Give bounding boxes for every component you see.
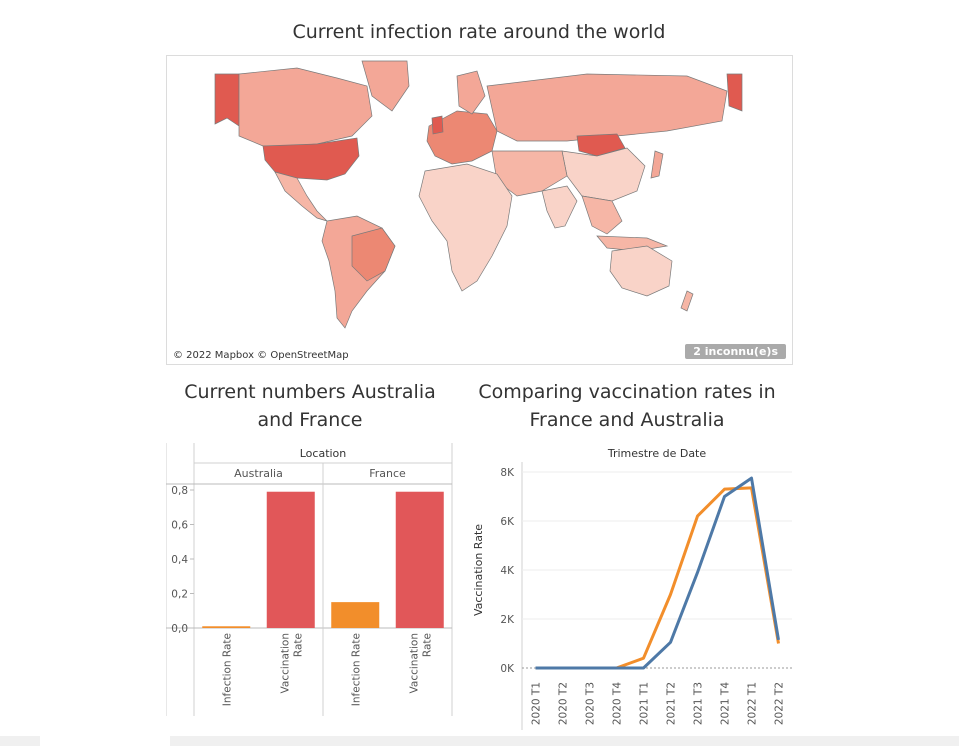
world-map-canvas[interactable] xyxy=(167,56,792,364)
country-uk xyxy=(431,115,444,135)
line-y-tick-label: 2K xyxy=(500,614,515,626)
country-australia xyxy=(609,245,673,297)
bar-y-tick-label: 0,4 xyxy=(171,554,188,566)
bar-chart-title: Current numbers Australia and France xyxy=(184,381,436,431)
country-usa xyxy=(262,137,360,181)
bar-y-tick-label: 0,6 xyxy=(171,520,188,532)
bar-y-tick-label: 0,8 xyxy=(171,485,188,497)
country-scandinavia xyxy=(456,70,486,115)
country-greenland xyxy=(361,60,410,112)
line-y-axis-label: Vaccination Rate xyxy=(472,524,485,616)
bar-header-label: Location xyxy=(300,447,347,460)
bar[interactable] xyxy=(266,491,315,628)
line-x-tick-label: 2022 T2 xyxy=(774,682,786,725)
line-header-label: Trimestre de Date xyxy=(607,447,707,460)
bar[interactable] xyxy=(331,602,380,628)
bar-chart[interactable]: Location Australia Infection Rate Vaccinati… xyxy=(166,440,456,720)
country-alaska xyxy=(214,73,240,127)
bottom-strip xyxy=(0,736,959,746)
line-x-tick-label: 2020 T4 xyxy=(612,682,624,725)
unknown-badge[interactable]: 2 inconnu(e)s xyxy=(685,344,786,359)
bar-y-tick-label: 0,2 xyxy=(171,589,188,601)
line-x-tick-label: 2022 T1 xyxy=(747,682,759,725)
bar-y-tick-label: 0,0 xyxy=(171,623,188,635)
line-chart[interactable]: Trimestre de Date 0K 2K 4K 6K 8K Vaccination R… xyxy=(462,440,797,730)
country-chukotka xyxy=(726,73,743,112)
line-y-tick-label: 4K xyxy=(500,565,515,577)
country-china xyxy=(561,147,646,202)
bottom-tab[interactable] xyxy=(40,736,170,746)
country-canada xyxy=(238,67,373,147)
line-x-tick-label: 2021 T3 xyxy=(693,682,705,725)
line-x-tick-label: 2021 T4 xyxy=(720,682,732,725)
bar-category-label: VaccinationRate xyxy=(408,633,433,693)
line-chart-title: Comparing vaccination rates in France an… xyxy=(478,381,776,431)
country-southeast-asia xyxy=(581,195,623,235)
country-india xyxy=(541,185,578,229)
bar-category-label: Infection Rate xyxy=(350,633,362,706)
line-x-tick-label: 2021 T2 xyxy=(666,682,678,725)
country-russia xyxy=(486,73,728,142)
line-y-tick-label: 6K xyxy=(500,516,515,528)
line-y-tick-label: 8K xyxy=(500,467,515,479)
map-title: Current infection rate around the world xyxy=(292,21,666,43)
bar-group-label: France xyxy=(369,467,406,480)
line-series[interactable] xyxy=(535,486,780,670)
country-brazil xyxy=(351,227,396,282)
country-africa xyxy=(418,163,513,292)
line-x-tick-label: 2021 T1 xyxy=(639,682,651,725)
map-credit: © 2022 Mapbox © OpenStreetMap xyxy=(173,350,349,361)
line-x-tick-label: 2020 T1 xyxy=(531,682,543,725)
bar[interactable] xyxy=(202,626,251,628)
country-japan xyxy=(650,150,664,179)
bar-category-label: Infection Rate xyxy=(221,633,233,706)
bar-group-label: Australia xyxy=(234,467,283,480)
line-y-tick-label: 0K xyxy=(500,663,515,675)
country-new-zealand xyxy=(680,290,694,312)
world-map[interactable]: © 2022 Mapbox © OpenStreetMap 2 inconnu(… xyxy=(166,55,793,365)
line-x-tick-label: 2020 T3 xyxy=(585,682,597,725)
line-x-tick-label: 2020 T2 xyxy=(558,682,570,725)
bar-category-label: VaccinationRate xyxy=(279,633,304,693)
bar[interactable] xyxy=(395,491,444,628)
line-series[interactable] xyxy=(535,476,780,670)
